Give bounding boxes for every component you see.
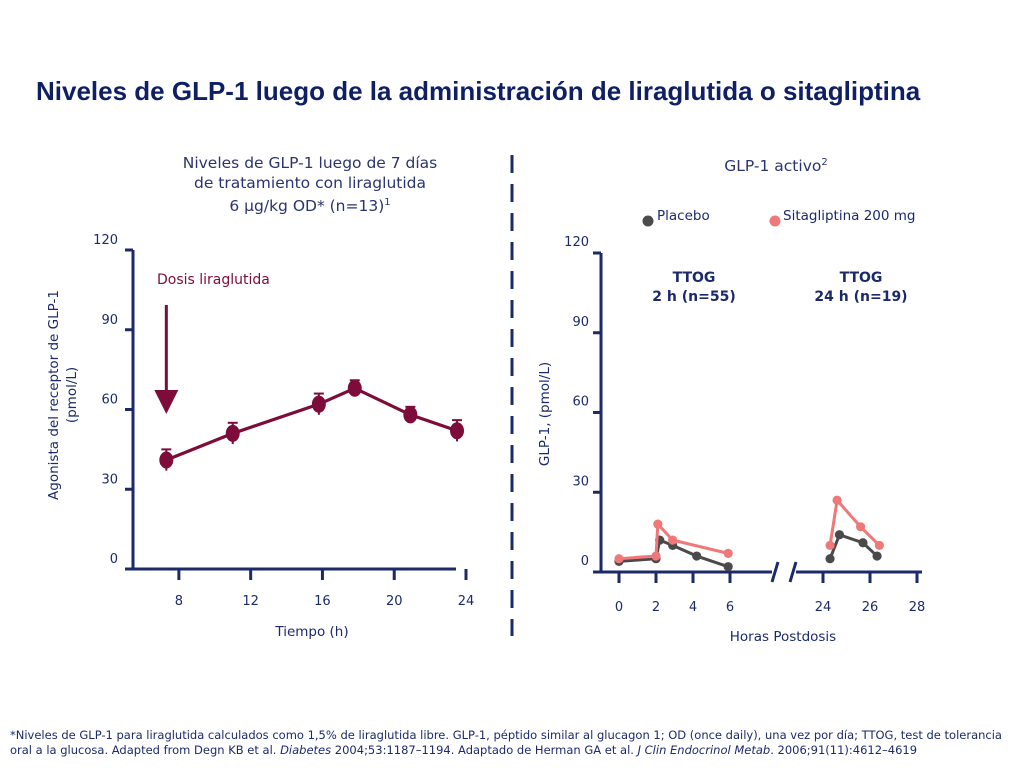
ttog-2h-annotation-line1: TTOG <box>673 270 716 286</box>
right-ytick-label: 0 <box>581 554 589 569</box>
left-x-axis-label: Tiempo (h) <box>274 624 348 640</box>
right-subtitle-text: GLP-1 activo <box>724 157 822 176</box>
left-subtitle-line1: Niveles de GLP-1 luego de 7 días <box>182 154 438 172</box>
right-x-axis-label: Horas Postdosis <box>730 629 836 645</box>
right-y-ticks: 0 30 60 90 120 <box>564 235 601 574</box>
legend-placebo-marker <box>642 215 654 227</box>
left-ytick-label: 120 <box>93 233 118 248</box>
sitagliptin-point <box>723 548 733 558</box>
legend-sitagliptin-label: Sitagliptina 200 mg <box>783 208 915 224</box>
liraglutide-point <box>159 451 174 469</box>
sitagliptin-point <box>856 522 866 532</box>
right-xtick-label: 0 <box>615 600 623 615</box>
liraglutide-line <box>165 386 458 462</box>
axis-break-mark-1 <box>770 561 780 583</box>
right-xtick-label: 26 <box>862 600 879 615</box>
left-subtitle-line2: de tratamiento con liraglutida <box>193 174 426 192</box>
sitagliptin-point <box>651 551 661 561</box>
right-y-axis-label: GLP-1, (pmol/L) <box>537 362 553 466</box>
sitagliptin-point <box>653 519 663 529</box>
liraglutide-point <box>347 379 362 397</box>
right-x-ticks: 0 2 4 6 24 26 28 <box>615 572 925 615</box>
left-xtick-label: 20 <box>386 594 403 609</box>
axis-break-mark-2 <box>788 561 798 583</box>
right-ytick-label: 30 <box>572 474 589 489</box>
right-ytick-label: 90 <box>572 315 589 330</box>
liraglutide-point <box>311 395 326 413</box>
right-xtick-label: 4 <box>689 600 697 615</box>
ttog-24h-annotation-line2: 24 h (n=19) <box>814 289 907 305</box>
right-ytick-label: 120 <box>564 235 589 250</box>
footnote: *Niveles de GLP-1 para liraglutida calcu… <box>10 728 1014 758</box>
left-y-ticks: 0 30 60 90 120 <box>93 233 133 571</box>
left-xtick-label: 24 <box>458 594 475 609</box>
legend-placebo-label: Placebo <box>657 208 710 224</box>
left-y-axis-label-line2: (pmol/L) <box>64 367 80 423</box>
footnote-part3: . 2006;91(11):4612–4619 <box>770 743 918 757</box>
placebo-point <box>834 530 845 540</box>
left-y-axis-label-line1: Agonista del receptor de GLP-1 <box>46 290 62 500</box>
left-ytick-label: 90 <box>101 313 118 328</box>
placebo-point <box>692 551 702 561</box>
liraglutide-point <box>403 406 418 424</box>
right-xtick-label: 2 <box>652 600 660 615</box>
page-title: Niveles de GLP-1 luego de la administrac… <box>36 76 921 106</box>
ttog-2h-annotation-line2: 2 h (n=55) <box>652 289 735 305</box>
right-chart-subtitle: GLP-1 activo2 <box>676 153 876 176</box>
placebo-point <box>723 562 733 572</box>
left-x-ticks: 8 12 16 20 24 <box>175 569 475 609</box>
placebo-point <box>872 551 882 561</box>
right-xtick-label: 28 <box>909 600 926 615</box>
left-chart: 0 30 60 90 120 8 12 16 20 24 Tiempo (h) Agonista… <box>46 233 474 640</box>
dose-annotation-label: Dosis liraglutida <box>157 272 270 288</box>
placebo-point <box>825 554 835 564</box>
placebo-line-seg1 <box>618 538 729 569</box>
right-xtick-label: 24 <box>815 600 832 615</box>
left-ytick-label: 30 <box>101 472 118 487</box>
sitagliptin-point <box>614 554 624 564</box>
left-ytick-label: 0 <box>110 552 118 567</box>
left-xtick-label: 8 <box>175 594 183 609</box>
left-ytick-label: 60 <box>101 393 118 408</box>
sitagliptin-point <box>668 535 678 545</box>
right-subtitle-ref: 2 <box>821 157 828 168</box>
left-subtitle-ref: 1 <box>384 197 391 208</box>
left-subtitle-line3: 6 µg/kg OD* (n=13)1 <box>110 193 510 216</box>
left-xtick-label: 16 <box>314 594 331 609</box>
footnote-part1: *Niveles de GLP-1 para liraglutida calcu… <box>10 728 1002 757</box>
footnote-journal2: J Clin Endocrinol Metab <box>637 743 771 757</box>
left-chart-subtitle: Niveles de GLP-1 luego de 7 días de trat… <box>110 153 510 216</box>
legend-sitagliptin-marker <box>769 215 781 227</box>
sitagliptin-point <box>832 495 842 505</box>
left-subtitle-line3-text: 6 µg/kg OD* (n=13) <box>229 197 385 216</box>
right-series-group <box>614 495 885 572</box>
liraglutide-series <box>159 379 465 471</box>
left-xtick-label: 12 <box>242 594 259 609</box>
footnote-part2: 2004;53:1187–1194. Adaptado de Herman GA… <box>331 743 638 757</box>
liraglutide-point <box>450 422 465 440</box>
ttog-24h-annotation-line1: TTOG <box>840 270 883 286</box>
placebo-line-seg2 <box>828 532 879 560</box>
right-ytick-label: 60 <box>572 395 589 410</box>
sitagliptin-point <box>874 540 885 551</box>
sitagliptin-line-seg2 <box>828 496 881 547</box>
liraglutide-point <box>225 424 240 442</box>
right-xtick-label: 6 <box>726 600 734 615</box>
footnote-journal1: Diabetes <box>280 743 332 757</box>
placebo-point <box>858 538 868 548</box>
sitagliptin-point <box>825 540 835 551</box>
